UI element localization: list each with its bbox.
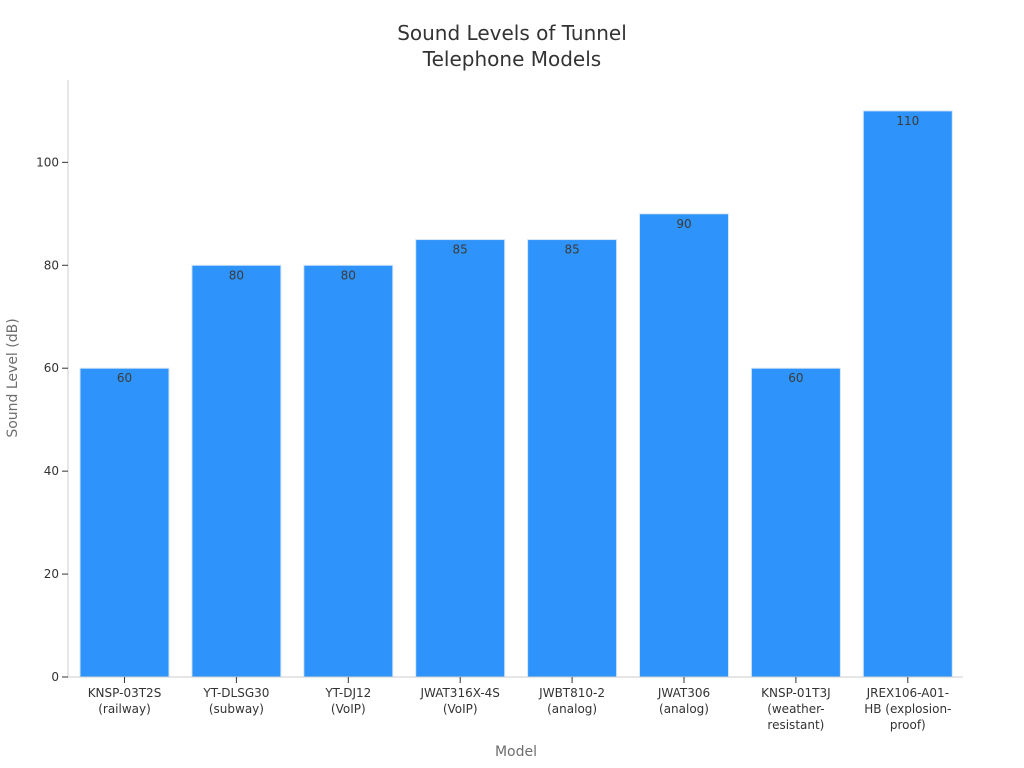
x-tick-label-4-line-0: JWBT810-2 (538, 686, 605, 700)
data-label-0: 60 (117, 371, 132, 385)
x-tick-label-6: KNSP-01T3J (weather-resistant) (761, 686, 831, 732)
x-tick-label-0: KNSP-03T2S (railway) (88, 686, 162, 716)
bars-layer (79, 110, 953, 678)
x-tick-label-7-line-2: proof) (890, 718, 926, 732)
data-label-4: 85 (564, 243, 579, 257)
x-tick-label-5: JWAT306 (analog) (657, 686, 710, 716)
x-tick-label-0-line-0: KNSP-03T2S (88, 686, 162, 700)
data-label-3: 85 (453, 243, 468, 257)
bar-5 (639, 213, 729, 678)
x-tick-label-7: JREX106-A01- HB (explosion-proof) (864, 686, 951, 732)
bar-0 (79, 367, 170, 678)
x-tick-label-5-line-0: JWAT306 (657, 686, 710, 700)
x-ticks-layer: KNSP-03T2S (railway)YT-DLSG30 (subway)YT-D… (88, 677, 951, 732)
data-label-2: 80 (341, 268, 356, 282)
x-tick-label-1-line-0: YT-DLSG30 (202, 686, 269, 700)
bar-1 (191, 264, 282, 678)
y-tick-label-1: 20 (44, 567, 59, 581)
x-tick-label-1: YT-DLSG30 (subway) (202, 686, 269, 716)
y-ticks-layer: 0 20 40 60 80 100 (36, 155, 68, 684)
x-tick-label-3: JWAT316X-4S (VoIP) (419, 686, 499, 716)
data-label-6: 60 (788, 371, 803, 385)
y-tick-label-5: 100 (36, 155, 59, 169)
y-tick-label-0: 0 (51, 670, 59, 684)
data-label-1: 80 (229, 268, 244, 282)
chart-title: Sound Levels of Tunnel Telephone Models (362, 20, 662, 72)
x-tick-label-2-line-0: YT-DJ12 (324, 686, 371, 700)
x-tick-label-3-line-0: JWAT316X-4S (419, 686, 499, 700)
bar-3 (415, 239, 506, 678)
data-label-7: 110 (896, 114, 919, 128)
bar-2 (303, 264, 394, 678)
x-tick-label-2-line-1: (VoIP) (331, 702, 366, 716)
y-axis-title: Sound Level (dB) (5, 318, 21, 437)
bar-4 (527, 239, 618, 678)
bar-6 (750, 367, 841, 678)
y-tick-label-4: 80 (44, 258, 59, 272)
x-tick-label-1-line-1: (subway) (209, 702, 264, 716)
chart-title-line-1: Sound Levels of Tunnel (397, 21, 627, 45)
x-tick-label-6-line-1: (weather- (767, 702, 824, 716)
x-tick-label-3-line-1: (VoIP) (443, 702, 478, 716)
x-tick-label-7-line-1: HB (explosion- (864, 702, 951, 716)
y-tick-label-3: 60 (44, 361, 59, 375)
x-tick-label-6-line-2: resistant) (767, 718, 824, 732)
x-tick-label-7-line-0: JREX106-A01- (866, 686, 949, 700)
data-labels-layer: 60 80 80 85 85 90 60 110 (117, 114, 919, 385)
x-tick-label-4-line-1: (analog) (547, 702, 597, 716)
x-tick-label-4: JWBT810-2 (analog) (538, 686, 605, 716)
x-tick-label-5-line-1: (analog) (659, 702, 709, 716)
y-tick-label-2: 40 (44, 464, 59, 478)
x-tick-label-6-line-0: KNSP-01T3J (761, 686, 831, 700)
data-label-5: 90 (676, 217, 691, 231)
x-tick-label-0-line-1: (railway) (98, 702, 151, 716)
bar-7 (862, 110, 953, 678)
x-tick-label-2: YT-DJ12 (VoIP) (324, 686, 371, 716)
axes-layer (67, 80, 963, 678)
chart-title-line-2: Telephone Models (422, 47, 602, 71)
x-axis-title: Model (495, 744, 537, 760)
